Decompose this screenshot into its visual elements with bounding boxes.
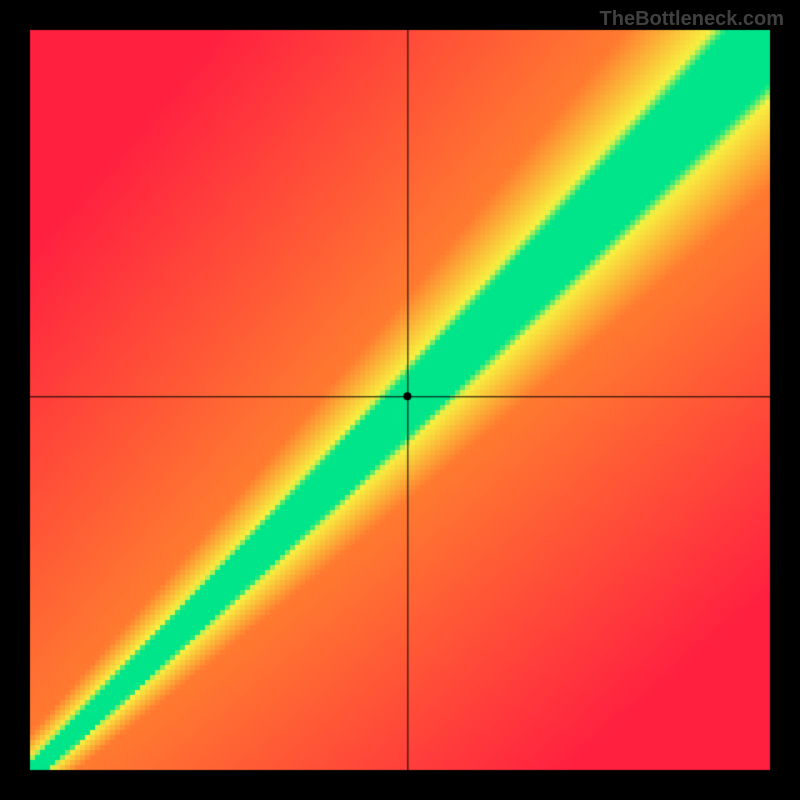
watermark-label: TheBottleneck.com [600, 8, 784, 31]
bottleneck-heatmap-chart [0, 0, 800, 800]
heatmap-canvas [0, 0, 800, 800]
